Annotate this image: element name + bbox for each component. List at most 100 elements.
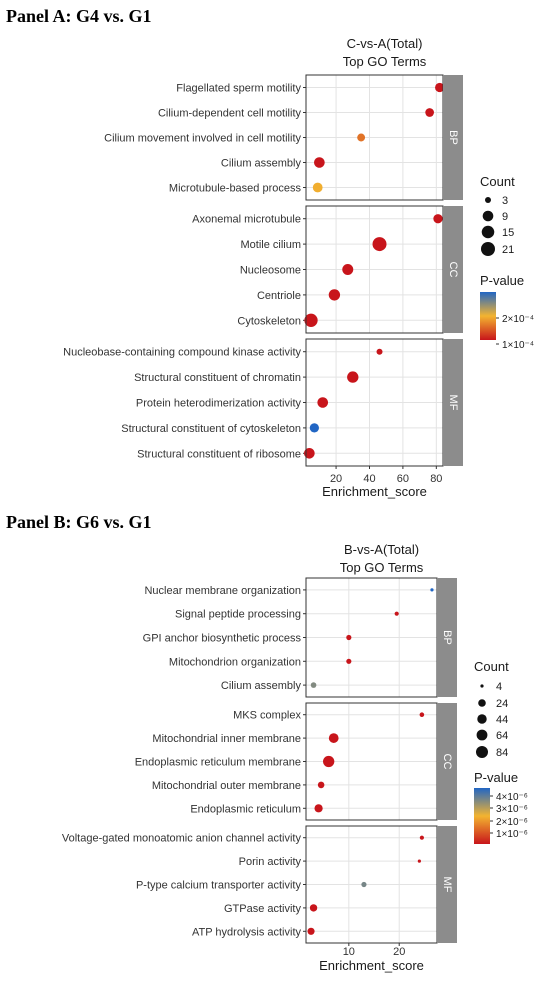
- term-label: Microtubule-based process: [169, 183, 302, 195]
- facet-strip: [437, 703, 457, 820]
- size-legend: Count 4 24 44 64 84: [474, 659, 509, 759]
- tick-label-x: 20: [330, 473, 342, 485]
- size-legend-dot: [476, 746, 488, 758]
- color-legend: P-value 2×10⁻⁴ 1×10⁻⁴: [480, 273, 534, 351]
- chart-subtitle: Top GO Terms: [343, 54, 427, 69]
- tick-label-x: 40: [363, 473, 375, 485]
- facet-strip-label: CC: [447, 262, 459, 278]
- data-point: [394, 611, 399, 616]
- color-legend-label: 1×10⁻⁴: [502, 340, 534, 351]
- term-label: Mitochondrial inner membrane: [152, 733, 301, 745]
- facet-strip-label: BP: [447, 130, 459, 145]
- size-legend-label: 15: [502, 227, 514, 239]
- term-label: Protein heterodimerization activity: [136, 398, 302, 410]
- data-point: [317, 397, 329, 408]
- term-label: Mitochondrion organization: [169, 656, 301, 668]
- term-label: ATP hydrolysis activity: [192, 926, 302, 938]
- tick-label-x: 10: [343, 946, 355, 958]
- size-legend-label: 24: [496, 698, 508, 710]
- size-legend-label: 84: [496, 747, 508, 759]
- term-label: Endoplasmic reticulum membrane: [135, 757, 301, 769]
- data-point: [425, 108, 434, 117]
- data-point: [419, 712, 425, 717]
- size-legend-label: 3: [502, 195, 508, 207]
- facet-strip: [437, 578, 457, 697]
- facet-bp: Nuclear membrane organization Signal pept…: [143, 577, 457, 698]
- chart-a: C-vs-A(Total) Top GO Terms Flagellated spe…: [63, 36, 534, 499]
- term-label: Structural constituent of chromatin: [134, 372, 301, 384]
- data-point: [307, 927, 315, 935]
- chart-title: B-vs-A(Total): [344, 542, 419, 557]
- term-label: P-type calcium transporter activity: [136, 880, 302, 892]
- term-label: Cilium assembly: [221, 158, 302, 170]
- color-legend-label: 2×10⁻⁶: [496, 817, 528, 828]
- size-legend-label: 21: [502, 244, 514, 256]
- color-legend-label: 3×10⁻⁶: [496, 804, 528, 815]
- term-label: Flagellated sperm motility: [176, 83, 301, 95]
- chart-subtitle: Top GO Terms: [340, 560, 424, 575]
- color-legend-bar: [474, 788, 490, 844]
- facet-strip-label: BP: [441, 630, 453, 645]
- term-label: Cilium-dependent cell motility: [158, 108, 302, 120]
- data-point: [310, 682, 317, 688]
- size-legend-label: 9: [502, 211, 508, 223]
- data-point: [309, 423, 319, 433]
- color-legend: P-value 4×10⁻⁶3×10⁻⁶ 2×10⁻⁶1×10⁻⁶: [474, 770, 528, 844]
- term-label: Nuclear membrane organization: [144, 585, 301, 597]
- facet-bp: Flagellated sperm motility Cilium-depende…: [104, 74, 463, 201]
- data-point: [419, 835, 424, 840]
- panel-b-heading: Panel B: G6 vs. G1: [6, 512, 152, 532]
- size-legend-title: Count: [474, 659, 509, 674]
- term-label: Cilium assembly: [221, 680, 302, 692]
- data-point: [328, 733, 339, 743]
- tick-label-x: 60: [397, 473, 409, 485]
- data-point: [304, 447, 315, 459]
- x-axis-label: Enrichment_score: [322, 484, 427, 499]
- facet-strip-label: MF: [447, 395, 459, 411]
- data-point: [346, 634, 352, 641]
- data-point: [312, 182, 323, 193]
- data-point: [328, 289, 341, 301]
- color-legend-bar: [480, 292, 496, 340]
- size-legend-title: Count: [480, 174, 515, 189]
- data-point: [309, 904, 318, 912]
- term-label: MKS complex: [233, 710, 301, 722]
- data-point: [430, 588, 434, 592]
- facet-strip-label: MF: [441, 877, 453, 893]
- facet-strip: [443, 339, 463, 466]
- size-legend-dot: [480, 684, 484, 688]
- data-point: [357, 133, 366, 142]
- size-legend-dot: [485, 197, 491, 203]
- data-point: [417, 859, 421, 863]
- color-legend-label: 4×10⁻⁶: [496, 792, 528, 803]
- data-point: [342, 264, 354, 275]
- data-point: [317, 781, 325, 789]
- data-point: [314, 157, 325, 168]
- facet-mf: Voltage-gated monoatomic anion channel a…: [62, 825, 457, 944]
- size-legend-label: 44: [496, 714, 508, 726]
- tick-label-x: 80: [430, 473, 442, 485]
- term-label: Structural constituent of ribosome: [137, 448, 301, 460]
- term-label: Motile cilium: [240, 239, 301, 251]
- facet-strip-label: CC: [441, 754, 453, 770]
- term-label: Cytoskeleton: [237, 315, 301, 327]
- facet-strip: [443, 206, 463, 333]
- color-legend-title: P-value: [474, 770, 518, 785]
- x-axis-label: Enrichment_score: [319, 958, 424, 973]
- facet-mf: Nucleobase-containing compound kinase ac…: [63, 338, 463, 467]
- size-legend-dot: [478, 699, 486, 707]
- data-point: [376, 348, 383, 355]
- facet-strip: [443, 75, 463, 200]
- size-legend-dot: [477, 714, 487, 724]
- chart-b: B-vs-A(Total) Top GO Terms Nuclear membran…: [62, 542, 528, 973]
- color-legend-title: P-value: [480, 273, 524, 288]
- term-label: Endoplasmic reticulum: [190, 803, 301, 815]
- size-legend-label: 4: [496, 681, 502, 693]
- data-point: [314, 804, 323, 813]
- data-point: [433, 214, 443, 224]
- data-point: [347, 371, 359, 383]
- term-label: GTPase activity: [224, 903, 302, 915]
- data-point: [346, 658, 352, 664]
- chart-title: C-vs-A(Total): [347, 36, 423, 51]
- data-point: [372, 237, 387, 252]
